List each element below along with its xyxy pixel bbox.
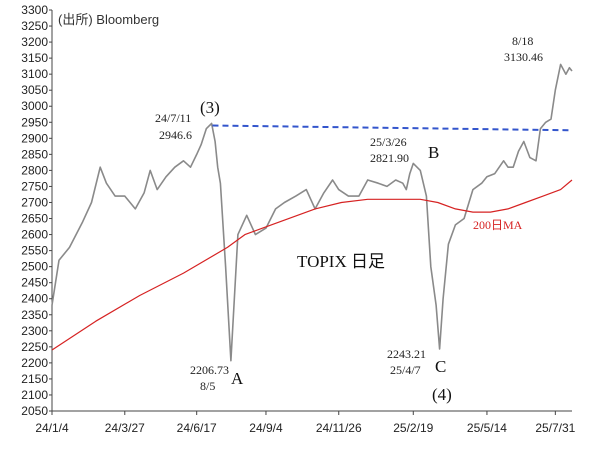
y-axis: 2050 2100 2150 2200 2250 2300 2350 2400 2450 2500… xyxy=(21,3,53,418)
y-tick-label: 2400 xyxy=(21,292,48,306)
x-tick-label: 25/7/31 xyxy=(535,421,575,435)
low-c-date-label: 25/4/7 xyxy=(390,363,421,377)
low-c-value-label: 2243.21 xyxy=(387,347,426,361)
ma-200-label: 200日MA xyxy=(473,218,523,232)
wave-c-label: C xyxy=(435,357,446,376)
x-tick-label: 24/6/17 xyxy=(177,421,217,435)
y-tick-label: 2450 xyxy=(21,276,48,290)
y-tick-label: 2950 xyxy=(21,115,48,129)
x-tick-label: 25/5/14 xyxy=(467,421,507,435)
source-label: (出所) Bloomberg xyxy=(58,12,159,27)
y-tick-label: 3200 xyxy=(21,35,48,49)
ma-200-line xyxy=(51,179,573,351)
y-tick-label: 2350 xyxy=(21,308,48,322)
x-tick-label: 24/9/4 xyxy=(249,421,283,435)
x-tick-label: 24/3/27 xyxy=(105,421,145,435)
y-tick-label: 2300 xyxy=(21,324,48,338)
resistance-trendline xyxy=(212,124,573,132)
x-tick-label: 25/2/19 xyxy=(393,421,433,435)
y-tick-label: 2900 xyxy=(21,131,48,145)
low-a-date-label: 8/5 xyxy=(200,379,215,393)
wave-a-label: A xyxy=(231,369,244,388)
y-tick-label: 2200 xyxy=(21,356,48,370)
high-b-value-label: 2821.90 xyxy=(370,151,409,165)
y-tick-label: 2050 xyxy=(21,404,48,418)
y-tick-label: 2750 xyxy=(21,179,48,193)
x-tick-label: 24/1/4 xyxy=(35,421,69,435)
peak-date-label: 24/7/11 xyxy=(155,111,191,125)
wave-3-label: (3) xyxy=(200,98,220,117)
y-tick-label: 2500 xyxy=(21,260,48,274)
y-tick-label: 2250 xyxy=(21,340,48,354)
y-tick-label: 3000 xyxy=(21,99,48,113)
y-tick-label: 2700 xyxy=(21,195,48,209)
y-tick-label: 2100 xyxy=(21,388,48,402)
y-tick-label: 3050 xyxy=(21,83,48,97)
y-tick-label: 2800 xyxy=(21,163,48,177)
y-tick-label: 3100 xyxy=(21,67,48,81)
y-tick-label: 2150 xyxy=(21,372,48,386)
latest-value-label: 3130.46 xyxy=(504,50,543,64)
y-tick-label: 2650 xyxy=(21,212,48,226)
y-tick-label: 3150 xyxy=(21,51,48,65)
topix-price-line xyxy=(51,63,573,362)
y-tick-label: 2850 xyxy=(21,147,48,161)
peak-value-label: 2946.6 xyxy=(159,128,192,142)
low-a-value-label: 2206.73 xyxy=(190,363,229,377)
x-tick-label: 24/11/26 xyxy=(316,421,362,435)
wave-4-label: (4) xyxy=(432,385,452,404)
x-axis: 24/1/4 24/3/27 24/6/17 24/9/4 24/11/26 25/2/1… xyxy=(35,410,576,435)
y-tick-label: 2600 xyxy=(21,228,48,242)
chart-title: TOPIX 日足 xyxy=(297,252,385,271)
high-b-date-label: 25/3/26 xyxy=(370,135,407,149)
wave-b-label: B xyxy=(428,143,439,162)
y-tick-label: 3300 xyxy=(21,3,48,17)
y-tick-label: 3250 xyxy=(21,19,48,33)
y-tick-label: 2550 xyxy=(21,244,48,258)
series-layer xyxy=(51,63,573,362)
latest-date-label: 8/18 xyxy=(512,34,533,48)
